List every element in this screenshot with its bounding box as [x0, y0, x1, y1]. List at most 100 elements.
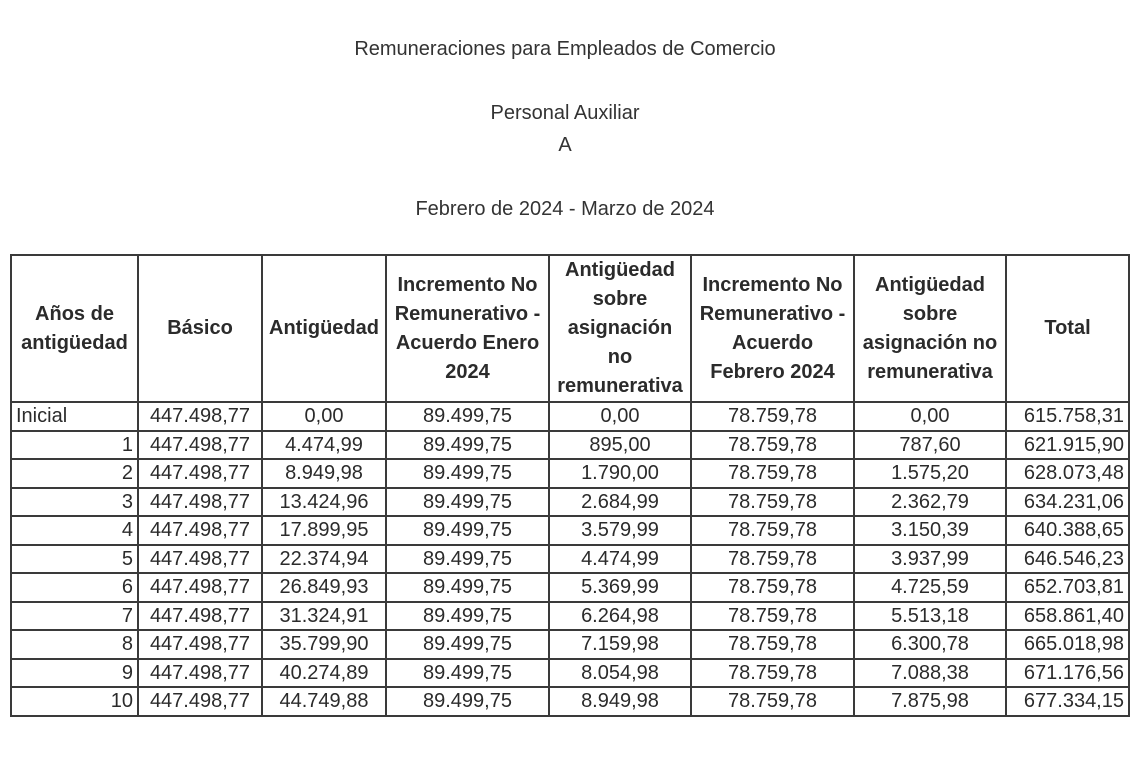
cell-seniority-nonrem-feb: 6.300,78	[853, 629, 1007, 660]
table-header-row: Años de antigüedad Básico Antigüedad Inc…	[10, 254, 1130, 403]
table-row: 1 447.498,77 4.474,99 89.499,75 895,00 78.759…	[10, 429, 1130, 460]
cell-basic: 447.498,77	[137, 686, 263, 717]
cell-years: 7	[10, 600, 139, 631]
subcategory-label: A	[558, 134, 572, 156]
cell-seniority: 44.749,88	[261, 686, 387, 717]
table-row: 8 447.498,77 35.799,90 89.499,75 7.159,98 78.…	[10, 629, 1130, 660]
cell-total: 658.861,40	[1005, 600, 1130, 631]
period-label: Febrero de 2024 - Marzo de 2024	[415, 198, 715, 220]
cell-increment-jan: 89.499,75	[385, 486, 550, 517]
cell-seniority-nonrem-feb: 7.875,98	[853, 686, 1007, 717]
cell-years: 5	[10, 543, 139, 574]
cell-increment-jan: 89.499,75	[385, 657, 550, 688]
cell-basic: 447.498,77	[137, 429, 263, 460]
table-row: 5 447.498,77 22.374,94 89.499,75 4.474,99 78.…	[10, 543, 1130, 574]
cell-increment-jan: 89.499,75	[385, 600, 550, 631]
table-row: 3 447.498,77 13.424,96 89.499,75 2.684,99 78.…	[10, 486, 1130, 517]
cell-years: Inicial	[10, 401, 139, 432]
cell-increment-jan: 89.499,75	[385, 429, 550, 460]
cell-years: 6	[10, 572, 139, 603]
table-row: 10 447.498,77 44.749,88 89.499,75 8.949,98 78…	[10, 686, 1130, 717]
cell-seniority: 40.274,89	[261, 657, 387, 688]
header-basic: Básico	[137, 254, 263, 403]
cell-total: 665.018,98	[1005, 629, 1130, 660]
cell-increment-feb: 78.759,78	[690, 629, 855, 660]
cell-seniority-nonrem-jan: 5.369,99	[548, 572, 692, 603]
cell-increment-jan: 89.499,75	[385, 515, 550, 546]
cell-increment-feb: 78.759,78	[690, 600, 855, 631]
cell-total: 634.231,06	[1005, 486, 1130, 517]
cell-seniority-nonrem-jan: 8.054,98	[548, 657, 692, 688]
header-total: Total	[1005, 254, 1130, 403]
cell-increment-feb: 78.759,78	[690, 429, 855, 460]
header-increment-feb: Incremento No Remunerativo - Acuerdo Feb…	[690, 254, 855, 403]
cell-seniority: 13.424,96	[261, 486, 387, 517]
cell-years: 2	[10, 458, 139, 489]
cell-basic: 447.498,77	[137, 629, 263, 660]
cell-seniority-nonrem-jan: 8.949,98	[548, 686, 692, 717]
cell-seniority: 0,00	[261, 401, 387, 432]
cell-seniority: 4.474,99	[261, 429, 387, 460]
cell-seniority-nonrem-jan: 7.159,98	[548, 629, 692, 660]
cell-seniority-nonrem-jan: 1.790,00	[548, 458, 692, 489]
cell-years: 4	[10, 515, 139, 546]
cell-total: 671.176,56	[1005, 657, 1130, 688]
category-label: Personal Auxiliar	[490, 102, 640, 124]
cell-increment-jan: 89.499,75	[385, 458, 550, 489]
document-title: Remuneraciones para Empleados de Comerci…	[354, 38, 776, 60]
cell-seniority-nonrem-feb: 7.088,38	[853, 657, 1007, 688]
cell-seniority-nonrem-jan: 0,00	[548, 401, 692, 432]
cell-basic: 447.498,77	[137, 458, 263, 489]
header-seniority-nonrem-jan: Antigüedad sobre asignación no remunerat…	[548, 254, 692, 403]
cell-seniority: 26.849,93	[261, 572, 387, 603]
cell-seniority-nonrem-feb: 0,00	[853, 401, 1007, 432]
cell-seniority-nonrem-feb: 1.575,20	[853, 458, 1007, 489]
cell-increment-jan: 89.499,75	[385, 572, 550, 603]
cell-seniority-nonrem-feb: 2.362,79	[853, 486, 1007, 517]
cell-increment-jan: 89.499,75	[385, 543, 550, 574]
cell-increment-feb: 78.759,78	[690, 515, 855, 546]
cell-seniority: 31.324,91	[261, 600, 387, 631]
cell-years: 1	[10, 429, 139, 460]
cell-basic: 447.498,77	[137, 515, 263, 546]
cell-basic: 447.498,77	[137, 401, 263, 432]
cell-years: 9	[10, 657, 139, 688]
cell-increment-feb: 78.759,78	[690, 401, 855, 432]
cell-total: 628.073,48	[1005, 458, 1130, 489]
cell-total: 621.915,90	[1005, 429, 1130, 460]
cell-total: 646.546,23	[1005, 543, 1130, 574]
cell-basic: 447.498,77	[137, 657, 263, 688]
cell-total: 652.703,81	[1005, 572, 1130, 603]
header-seniority-nonrem-feb: Antigüedad sobre asignación no remunerat…	[853, 254, 1007, 403]
header-years: Años de antigüedad	[10, 254, 139, 403]
table-row: 2 447.498,77 8.949,98 89.499,75 1.790,00 78.7…	[10, 458, 1130, 489]
table-row: 6 447.498,77 26.849,93 89.499,75 5.369,99 78.…	[10, 572, 1130, 603]
cell-seniority: 35.799,90	[261, 629, 387, 660]
cell-increment-feb: 78.759,78	[690, 458, 855, 489]
cell-years: 3	[10, 486, 139, 517]
cell-seniority-nonrem-jan: 6.264,98	[548, 600, 692, 631]
cell-seniority: 8.949,98	[261, 458, 387, 489]
cell-seniority-nonrem-feb: 5.513,18	[853, 600, 1007, 631]
cell-seniority-nonrem-feb: 4.725,59	[853, 572, 1007, 603]
header-increment-jan: Incremento No Remunerativo - Acuerdo Ene…	[385, 254, 550, 403]
table-row: 4 447.498,77 17.899,95 89.499,75 3.579,99 78.…	[10, 515, 1130, 546]
cell-total: 615.758,31	[1005, 401, 1130, 432]
header-seniority: Antigüedad	[261, 254, 387, 403]
cell-seniority-nonrem-feb: 3.937,99	[853, 543, 1007, 574]
cell-seniority-nonrem-jan: 3.579,99	[548, 515, 692, 546]
cell-increment-feb: 78.759,78	[690, 686, 855, 717]
cell-increment-feb: 78.759,78	[690, 486, 855, 517]
cell-increment-jan: 89.499,75	[385, 686, 550, 717]
cell-seniority-nonrem-jan: 2.684,99	[548, 486, 692, 517]
cell-basic: 447.498,77	[137, 600, 263, 631]
cell-total: 640.388,65	[1005, 515, 1130, 546]
cell-years: 8	[10, 629, 139, 660]
cell-increment-jan: 89.499,75	[385, 629, 550, 660]
cell-seniority-nonrem-jan: 4.474,99	[548, 543, 692, 574]
cell-seniority-nonrem-jan: 895,00	[548, 429, 692, 460]
cell-basic: 447.498,77	[137, 572, 263, 603]
cell-basic: 447.498,77	[137, 486, 263, 517]
cell-seniority: 22.374,94	[261, 543, 387, 574]
cell-increment-feb: 78.759,78	[690, 543, 855, 574]
